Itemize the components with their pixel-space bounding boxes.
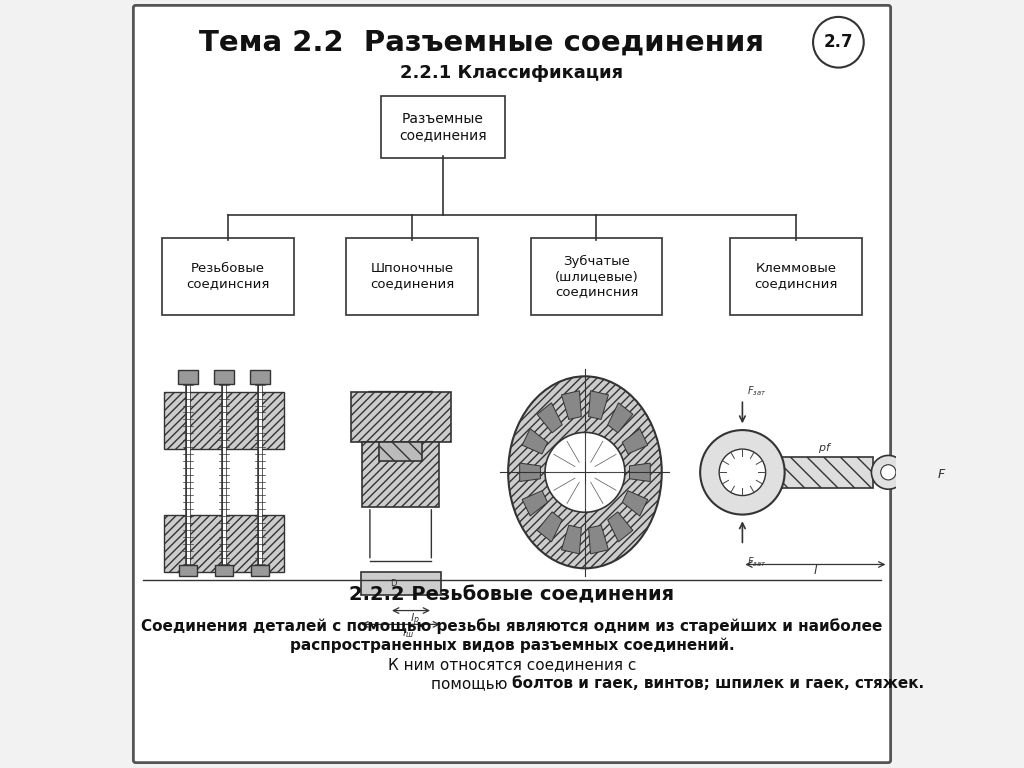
- Text: Зубчатые
(шлицевые)
соединсния: Зубчатые (шлицевые) соединсния: [555, 255, 638, 298]
- Polygon shape: [623, 491, 648, 516]
- Polygon shape: [589, 525, 608, 554]
- Circle shape: [871, 455, 905, 489]
- Text: $pf$: $pf$: [818, 441, 833, 455]
- FancyBboxPatch shape: [165, 392, 284, 449]
- Text: Резьбовые
соединсния: Резьбовые соединсния: [186, 263, 269, 290]
- FancyBboxPatch shape: [178, 565, 197, 576]
- Polygon shape: [537, 402, 562, 433]
- Text: $l_ш$: $l_ш$: [402, 627, 415, 641]
- Text: 2.7: 2.7: [823, 33, 853, 51]
- Text: помощью: помощью: [431, 676, 512, 691]
- Text: 2.2.1 Классификация: 2.2.1 Классификация: [400, 64, 624, 82]
- Circle shape: [719, 449, 766, 495]
- FancyBboxPatch shape: [251, 565, 269, 576]
- Polygon shape: [561, 391, 582, 419]
- FancyBboxPatch shape: [530, 238, 663, 316]
- Polygon shape: [607, 511, 633, 542]
- FancyBboxPatch shape: [250, 370, 270, 384]
- Text: $l_р$: $l_р$: [410, 611, 419, 628]
- FancyBboxPatch shape: [215, 565, 233, 576]
- Circle shape: [881, 465, 896, 480]
- Text: болтов и гаек, винтов; шпилек и гаек, стяжек.: болтов и гаек, винтов; шпилек и гаек, ст…: [512, 676, 924, 691]
- Polygon shape: [623, 429, 648, 454]
- FancyBboxPatch shape: [381, 96, 505, 158]
- Text: Разъемные
соединения: Разъемные соединения: [399, 111, 486, 142]
- FancyBboxPatch shape: [165, 515, 284, 572]
- FancyBboxPatch shape: [362, 442, 439, 507]
- Text: Соединения деталей с помощью резьбы являются одним из старейших и наиболее: Соединения деталей с помощью резьбы явля…: [141, 618, 883, 634]
- Text: 2.2.2 Резьбовые соединения: 2.2.2 Резьбовые соединения: [349, 586, 675, 604]
- Circle shape: [545, 432, 625, 512]
- FancyBboxPatch shape: [350, 392, 451, 442]
- Polygon shape: [561, 525, 582, 554]
- Text: $l$: $l$: [813, 564, 818, 578]
- Text: $F$: $F$: [938, 468, 947, 482]
- FancyBboxPatch shape: [360, 572, 441, 595]
- Polygon shape: [520, 463, 541, 482]
- Text: распространенных видов разъемных соединений.: распространенных видов разъемных соедине…: [290, 637, 734, 653]
- FancyBboxPatch shape: [346, 238, 478, 316]
- FancyBboxPatch shape: [178, 370, 198, 384]
- FancyBboxPatch shape: [730, 238, 862, 316]
- FancyBboxPatch shape: [162, 238, 294, 316]
- Text: $F_{зат}$: $F_{зат}$: [748, 384, 767, 398]
- Polygon shape: [522, 491, 548, 516]
- Text: Клеммовые
соединсния: Клеммовые соединсния: [755, 263, 838, 290]
- FancyBboxPatch shape: [214, 370, 233, 384]
- Text: К ним относятся соединения с: К ним относятся соединения с: [388, 657, 636, 672]
- FancyBboxPatch shape: [379, 442, 422, 461]
- Circle shape: [813, 17, 864, 68]
- Polygon shape: [589, 391, 608, 419]
- Text: Тема 2.2  Разъемные соединения: Тема 2.2 Разъемные соединения: [199, 28, 764, 56]
- Text: $F_{зат}$: $F_{зат}$: [748, 555, 767, 569]
- Polygon shape: [630, 463, 650, 482]
- Text: Шпоночные
соединения: Шпоночные соединения: [370, 263, 455, 290]
- Ellipse shape: [508, 376, 662, 568]
- Text: D: D: [390, 579, 396, 588]
- Circle shape: [700, 430, 784, 515]
- Polygon shape: [522, 429, 548, 454]
- Polygon shape: [537, 511, 562, 542]
- FancyBboxPatch shape: [735, 457, 872, 488]
- FancyBboxPatch shape: [133, 5, 891, 763]
- Polygon shape: [607, 402, 633, 433]
